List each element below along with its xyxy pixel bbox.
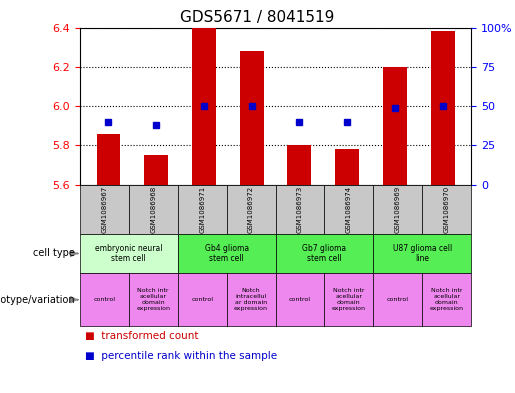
Text: GSM1086971: GSM1086971 xyxy=(199,185,205,233)
Text: genotype/variation: genotype/variation xyxy=(0,295,75,305)
Bar xyxy=(239,51,264,185)
Text: Notch intr
acellular
domain
expression: Notch intr acellular domain expression xyxy=(430,288,464,311)
Text: embryonic neural
stem cell: embryonic neural stem cell xyxy=(95,244,163,263)
Bar xyxy=(431,31,455,185)
Text: U87 glioma cell
line: U87 glioma cell line xyxy=(392,244,452,263)
Text: ■  transformed count: ■ transformed count xyxy=(85,331,198,341)
Text: control: control xyxy=(387,297,409,302)
Text: control: control xyxy=(93,297,115,302)
Text: GSM1086974: GSM1086974 xyxy=(346,186,352,233)
Text: control: control xyxy=(289,297,311,302)
Bar xyxy=(144,155,168,185)
Bar xyxy=(192,28,216,185)
Text: GSM1086973: GSM1086973 xyxy=(297,185,303,233)
Text: GSM1086967: GSM1086967 xyxy=(101,185,107,233)
Bar xyxy=(383,67,407,185)
Text: Notch
intracellul
ar domain
expression: Notch intracellul ar domain expression xyxy=(234,288,268,311)
Text: GSM1086972: GSM1086972 xyxy=(248,186,254,233)
Text: Gb7 glioma
stem cell: Gb7 glioma stem cell xyxy=(302,244,347,263)
Text: GDS5671 / 8041519: GDS5671 / 8041519 xyxy=(180,10,335,25)
Text: cell type: cell type xyxy=(33,248,75,259)
Text: GSM1086970: GSM1086970 xyxy=(444,185,450,233)
Text: Gb4 glioma
stem cell: Gb4 glioma stem cell xyxy=(204,244,249,263)
Text: Notch intr
acellular
domain
expression: Notch intr acellular domain expression xyxy=(136,288,170,311)
Text: ■  percentile rank within the sample: ■ percentile rank within the sample xyxy=(85,351,277,361)
Bar xyxy=(335,149,359,185)
Text: GSM1086969: GSM1086969 xyxy=(395,185,401,233)
Bar xyxy=(96,134,121,185)
Text: Notch intr
acellular
domain
expression: Notch intr acellular domain expression xyxy=(332,288,366,311)
Text: control: control xyxy=(191,297,213,302)
Bar xyxy=(287,145,312,185)
Text: GSM1086968: GSM1086968 xyxy=(150,185,156,233)
